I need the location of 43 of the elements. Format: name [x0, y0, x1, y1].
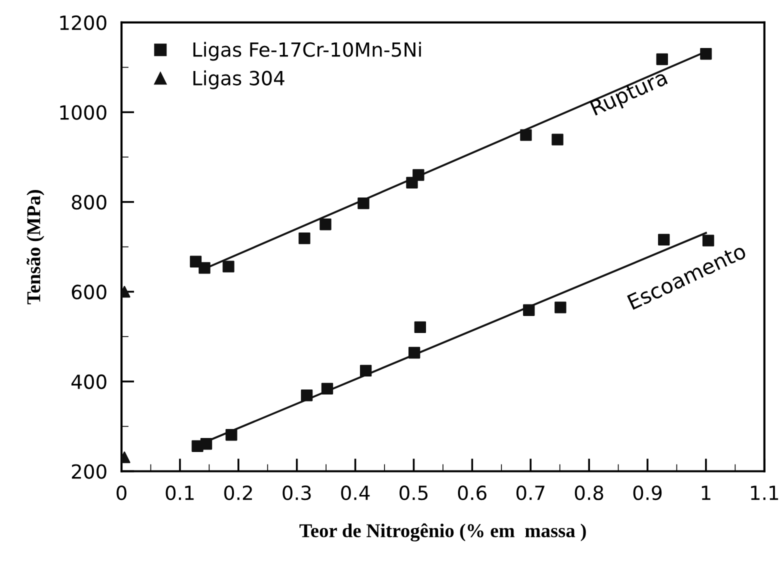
point — [360, 364, 372, 377]
x-tick-label: 1.1 — [751, 486, 778, 500]
y-tick-label: 1200 — [60, 15, 106, 30]
x-tick-label: 0 — [116, 485, 126, 500]
point — [321, 382, 334, 395]
point — [226, 429, 238, 441]
x-tick-label: 0.6 — [458, 485, 486, 500]
y-axis-title: Tensão (MPa) — [26, 190, 44, 304]
y-tick-label: 600 — [72, 284, 106, 300]
point — [523, 304, 535, 316]
point — [320, 218, 332, 230]
point — [358, 197, 370, 210]
point — [658, 234, 670, 246]
point — [200, 438, 212, 450]
point — [700, 48, 712, 60]
x-tick-label: 0.3 — [282, 485, 311, 500]
legend-label: Ligas 304 — [193, 70, 284, 90]
point — [656, 53, 668, 66]
x-tick-label: 0.9 — [633, 485, 662, 500]
x-tick-label: 1 — [702, 486, 710, 500]
point — [702, 234, 714, 246]
point — [222, 260, 234, 272]
point — [198, 262, 210, 274]
x-tick-label: 0.7 — [516, 485, 544, 500]
point — [408, 346, 420, 359]
point — [300, 390, 313, 402]
x-tick-label: 0.4 — [341, 485, 370, 500]
x-tick-label: 0.2 — [224, 485, 252, 500]
legend-label: Ligas Fe-17Cr-10Mn-5Ni — [193, 42, 421, 61]
point — [414, 321, 426, 334]
point — [520, 129, 532, 141]
x-axis-title: Teor de Nitrogênio (% em massa ) — [299, 523, 586, 542]
y-tick-label: 200 — [72, 464, 106, 479]
point — [298, 232, 310, 244]
y-tick-label: 400 — [71, 374, 106, 390]
x-tick-label: 0.8 — [574, 485, 604, 500]
point — [552, 134, 564, 146]
x-tick-label: 0.1 — [166, 485, 194, 500]
x-tick-label: 0.5 — [400, 485, 428, 500]
y-tick-label: 1000 — [60, 105, 106, 120]
y-tick-label: 800 — [72, 194, 106, 210]
point — [412, 169, 424, 181]
point — [554, 302, 566, 314]
